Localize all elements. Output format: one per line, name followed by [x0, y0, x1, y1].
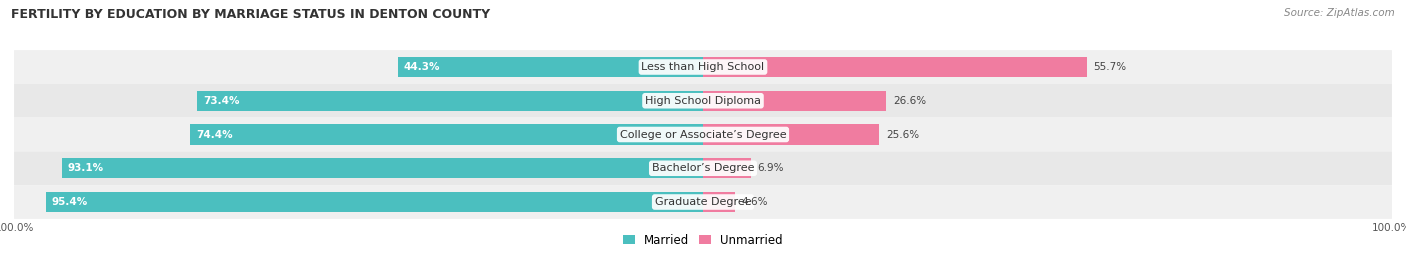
Text: 74.4%: 74.4% [195, 129, 232, 140]
Bar [190, 124, 703, 145]
Text: 4.6%: 4.6% [741, 197, 768, 207]
Bar [703, 192, 735, 212]
Text: 44.3%: 44.3% [404, 62, 440, 72]
Bar [703, 158, 751, 178]
FancyBboxPatch shape [14, 84, 1392, 118]
Text: Graduate Degree: Graduate Degree [655, 197, 751, 207]
Bar [703, 124, 879, 145]
Text: College or Associate’s Degree: College or Associate’s Degree [620, 129, 786, 140]
Text: 55.7%: 55.7% [1094, 62, 1126, 72]
Bar [197, 91, 703, 111]
Bar [703, 91, 886, 111]
Text: Less than High School: Less than High School [641, 62, 765, 72]
Bar [398, 57, 703, 77]
FancyBboxPatch shape [14, 185, 1392, 219]
FancyBboxPatch shape [14, 50, 1392, 84]
Text: 6.9%: 6.9% [758, 163, 785, 173]
Text: 73.4%: 73.4% [202, 96, 239, 106]
FancyBboxPatch shape [14, 151, 1392, 185]
Legend: Married, Unmarried: Married, Unmarried [619, 229, 787, 252]
Text: 93.1%: 93.1% [67, 163, 103, 173]
Text: 95.4%: 95.4% [51, 197, 87, 207]
Bar [46, 192, 703, 212]
Text: FERTILITY BY EDUCATION BY MARRIAGE STATUS IN DENTON COUNTY: FERTILITY BY EDUCATION BY MARRIAGE STATU… [11, 8, 491, 21]
Bar [703, 57, 1087, 77]
Text: High School Diploma: High School Diploma [645, 96, 761, 106]
Bar [62, 158, 703, 178]
Text: 26.6%: 26.6% [893, 96, 927, 106]
FancyBboxPatch shape [14, 118, 1392, 151]
Text: Bachelor’s Degree: Bachelor’s Degree [652, 163, 754, 173]
Text: 25.6%: 25.6% [886, 129, 920, 140]
Text: Source: ZipAtlas.com: Source: ZipAtlas.com [1284, 8, 1395, 18]
